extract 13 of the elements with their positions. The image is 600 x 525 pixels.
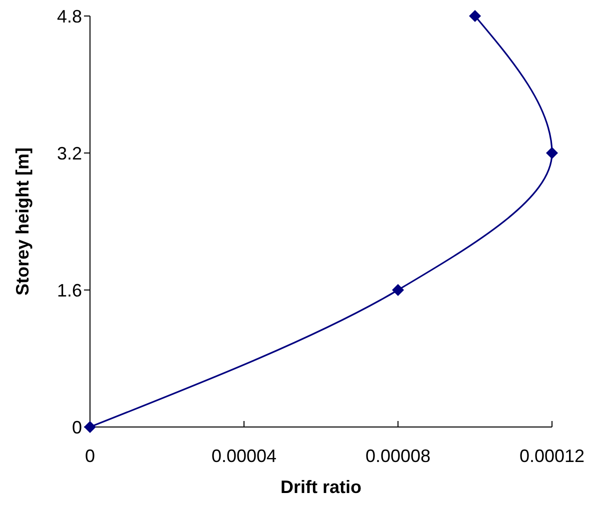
y-tick-label: 0 [72, 417, 82, 438]
x-tick-label: 0.00012 [519, 446, 585, 466]
y-axis-title: Storey height [m] [12, 147, 32, 296]
x-axis-title: Drift ratio [280, 477, 362, 497]
x-tick-label: 0.00004 [211, 446, 277, 466]
point [546, 147, 558, 159]
y-tick-label: 4.8 [56, 6, 82, 26]
x-tick-label: 0.00008 [365, 446, 431, 466]
y-tick-label: 3.2 [56, 143, 82, 164]
y-tick-label: 1.6 [56, 280, 82, 300]
point [469, 10, 481, 22]
point [392, 284, 404, 296]
x-tick-label: 0 [84, 446, 96, 466]
